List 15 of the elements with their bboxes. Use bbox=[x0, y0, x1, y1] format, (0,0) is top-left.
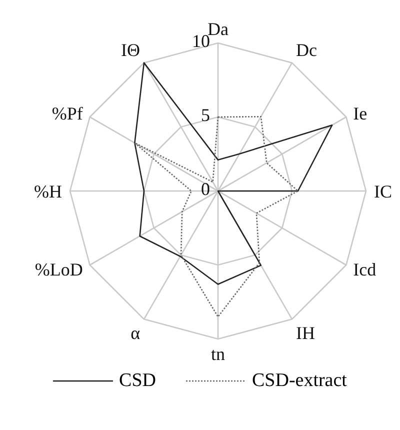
spoke-label: %H bbox=[34, 181, 62, 202]
legend-label: CSD-extract bbox=[252, 370, 347, 392]
spoke-label: Ie bbox=[353, 103, 368, 124]
spoke-label: IH bbox=[296, 322, 315, 343]
spoke-label: %Pf bbox=[52, 103, 83, 124]
spoke-label: Icd bbox=[353, 259, 376, 280]
spoke-label: IC bbox=[374, 181, 392, 202]
spoke-label: α bbox=[130, 322, 141, 343]
spoke-label: tn bbox=[210, 344, 226, 364]
spoke-label: Dc bbox=[296, 40, 317, 60]
legend-label: CSD bbox=[119, 370, 156, 392]
y-tick-label: 5 bbox=[201, 105, 210, 125]
spoke-label: %LoD bbox=[34, 259, 83, 280]
y-tick-label: 0 bbox=[201, 179, 210, 199]
spoke-label: IΘ bbox=[121, 40, 140, 60]
